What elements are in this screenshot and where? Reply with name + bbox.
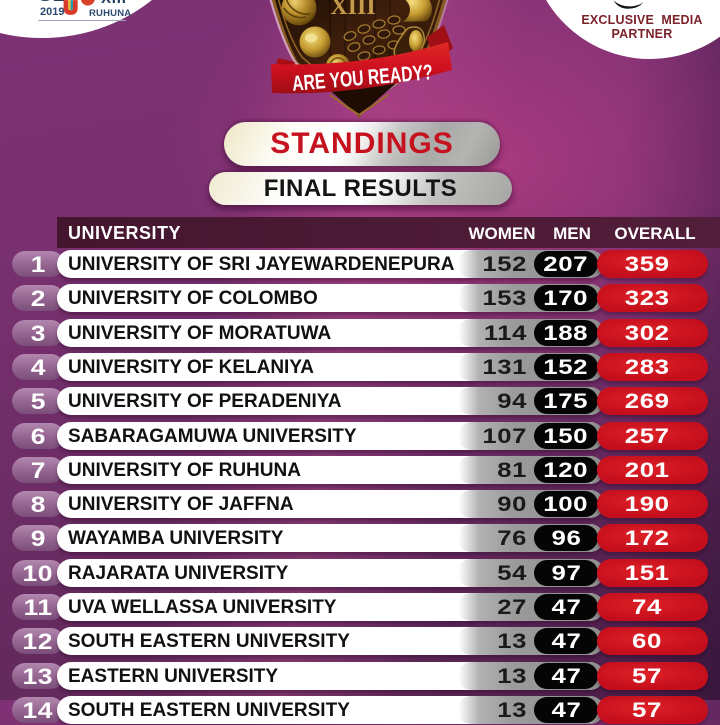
- svg-text:XIII: XIII: [330, 0, 375, 20]
